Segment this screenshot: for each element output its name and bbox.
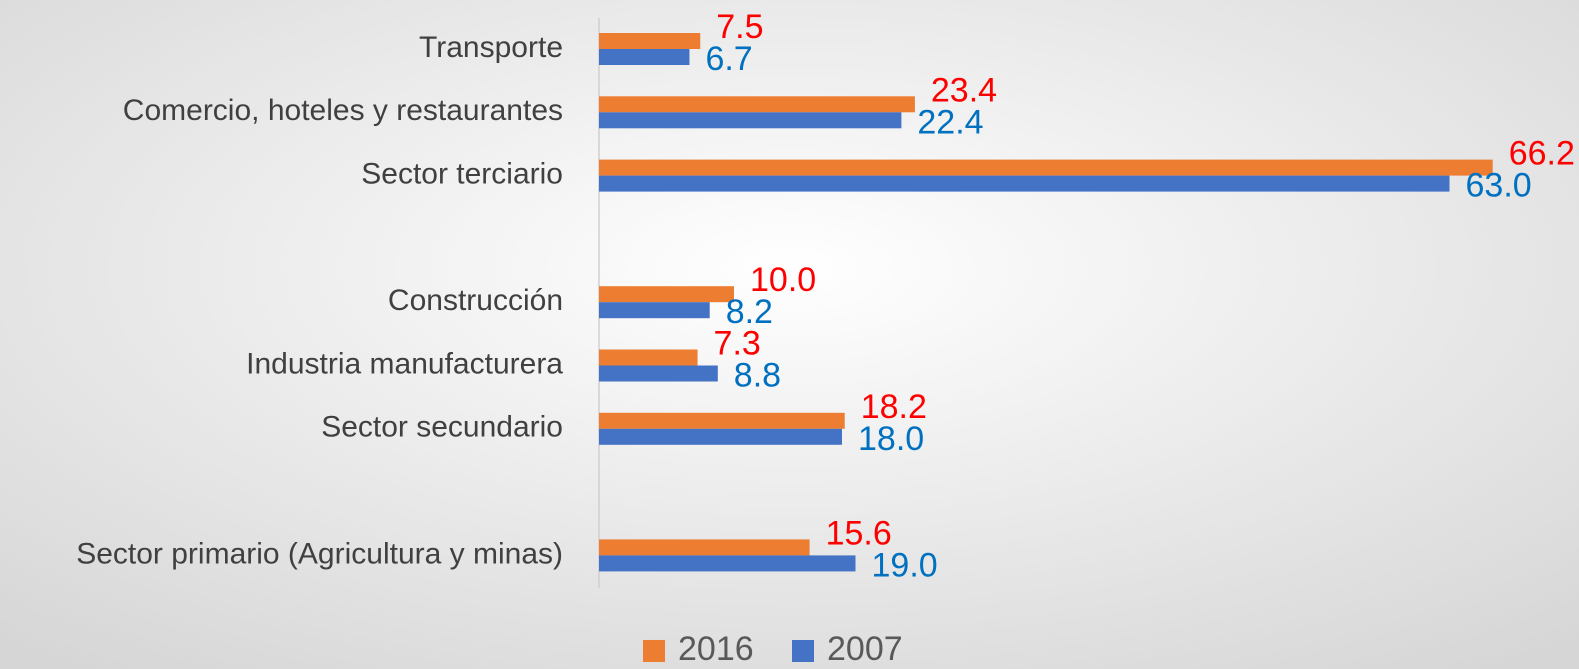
data-label: 10.0	[750, 261, 816, 299]
bar	[599, 49, 690, 65]
bar	[599, 428, 842, 445]
data-label: 15.6	[826, 514, 892, 552]
legend-label: 2016	[678, 630, 754, 668]
legend-swatch	[643, 640, 665, 662]
data-label: 18.0	[858, 420, 924, 458]
data-label: 19.0	[872, 546, 938, 584]
category-label: Comercio, hoteles y restaurantes	[123, 94, 563, 127]
bar	[599, 96, 915, 113]
category-label: Transporte	[419, 31, 563, 64]
bar	[599, 286, 734, 303]
data-label: 18.2	[861, 388, 927, 426]
category-label: Sector terciario	[361, 158, 563, 191]
bar	[599, 555, 856, 572]
data-label: 7.5	[716, 8, 763, 46]
data-label: 8.8	[734, 356, 781, 394]
bar	[599, 112, 902, 129]
legend-label: 2007	[827, 630, 903, 668]
data-label: 7.3	[714, 324, 761, 362]
bar	[599, 175, 1450, 192]
legend-swatch	[792, 640, 814, 662]
bar	[599, 539, 810, 556]
category-label: Industria manufacturera	[246, 347, 563, 380]
data-label: 6.7	[705, 40, 752, 78]
category-label: Sector primario (Agricultura y minas)	[76, 537, 563, 570]
category-label: Construcción	[388, 284, 563, 317]
bar	[599, 349, 698, 366]
data-label: 22.4	[917, 103, 983, 141]
bar	[599, 302, 710, 319]
data-label: 66.2	[1509, 135, 1575, 173]
bar	[599, 33, 701, 49]
data-label: 8.2	[726, 293, 773, 331]
data-label: 63.0	[1466, 167, 1532, 205]
category-label: Sector secundario	[321, 411, 563, 444]
bar	[599, 159, 1493, 176]
bar	[599, 412, 845, 429]
bar	[599, 365, 718, 382]
data-label: 23.4	[931, 71, 997, 109]
